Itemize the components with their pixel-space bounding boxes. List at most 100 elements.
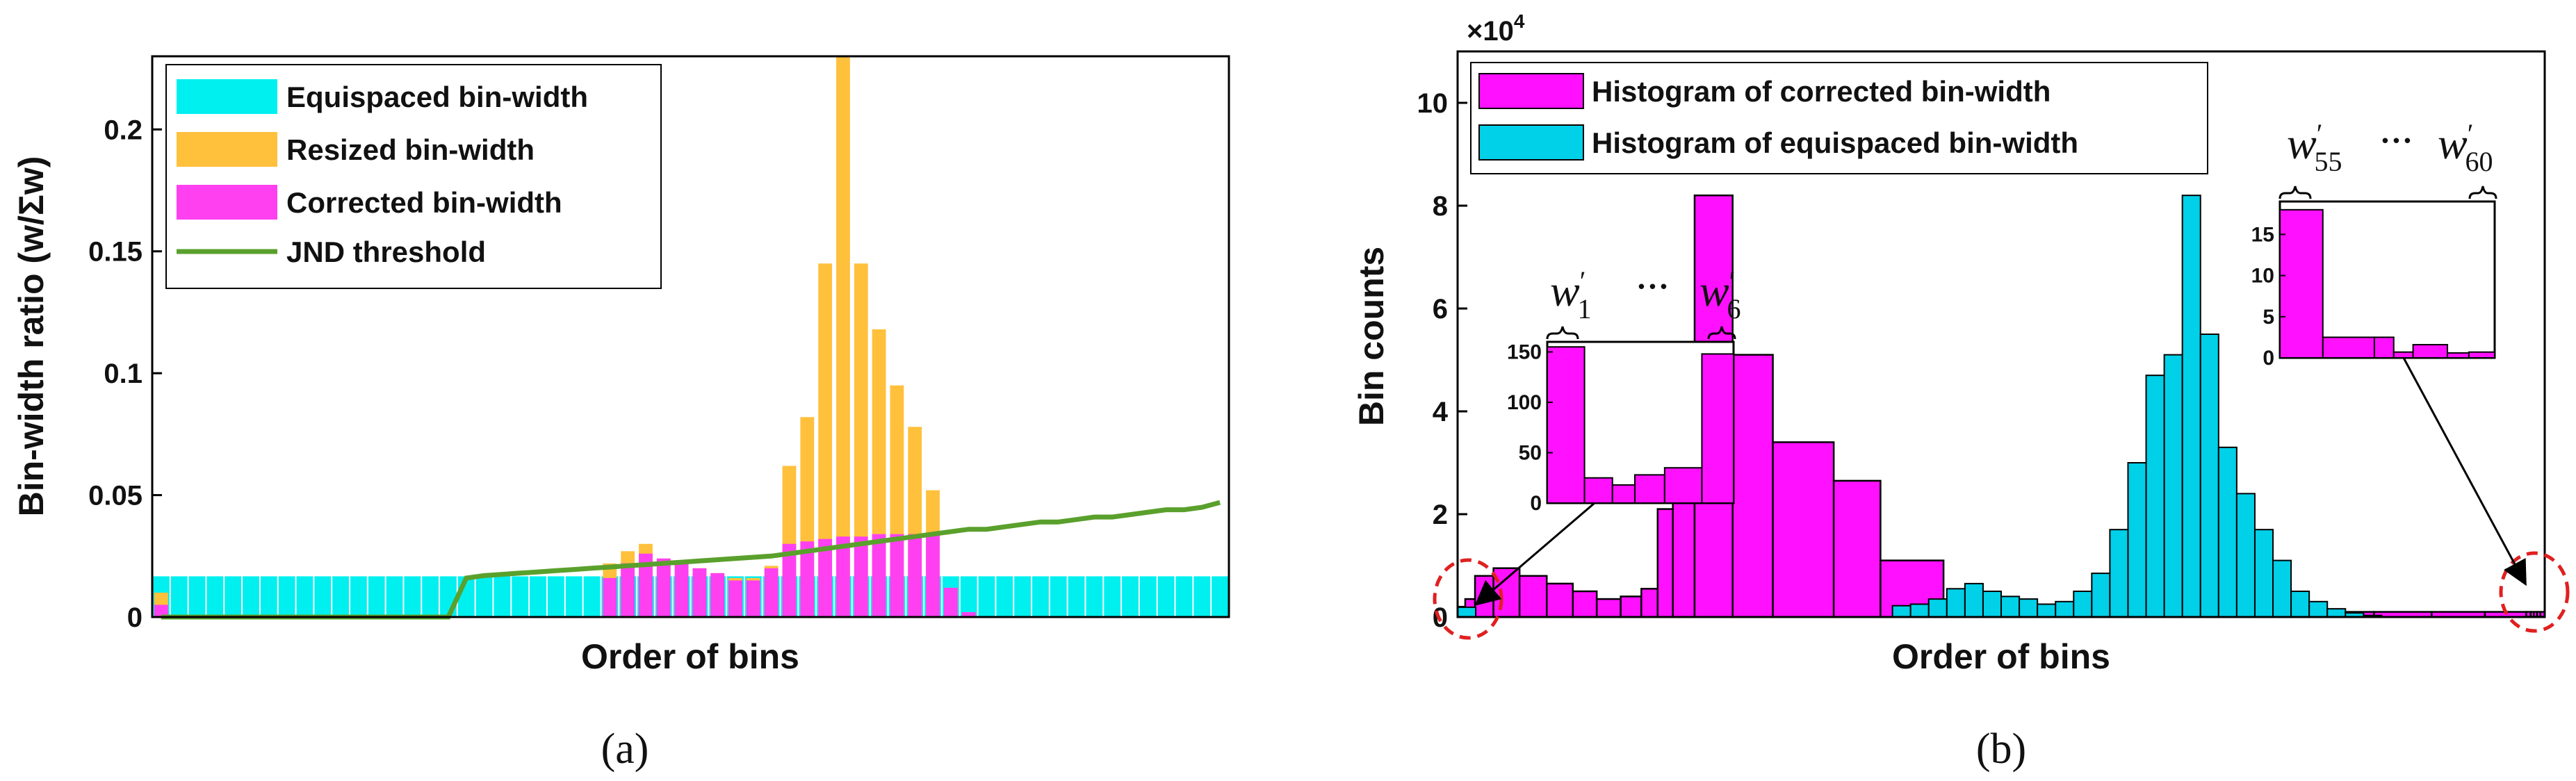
- inset-bar: [2468, 351, 2495, 359]
- inset-last-sub-right: 60: [2465, 146, 2493, 177]
- equispaced-bar: [1212, 576, 1228, 617]
- inset-bar: [1547, 346, 1585, 504]
- panel-a-y-ticks: 0 0.05 0.1 0.15 0.2: [88, 115, 162, 633]
- corrected-hist-bar: [1640, 588, 1659, 618]
- corrected-bar: [800, 541, 815, 617]
- equispaced-bar: [440, 576, 457, 617]
- equispaced-bar: [350, 576, 367, 617]
- legend-label-corrected-hist: Histogram of corrected bin-width: [1592, 75, 2051, 108]
- legend-label-resized: Resized bin-width: [286, 133, 535, 166]
- resized-bar: [818, 263, 833, 617]
- panel-b-legend-box: [1470, 62, 2208, 174]
- equispaced-bar: [1050, 576, 1067, 617]
- corrected-hist-bar: [1545, 582, 1574, 618]
- equispaced-hist-bar: [2000, 595, 2021, 618]
- equispaced-hist-bar: [2091, 573, 2111, 618]
- equispaced-bar: [530, 576, 546, 617]
- panel-b-y-tick-label: 2: [1433, 500, 1448, 530]
- inset-tick-label: 100: [1507, 391, 1542, 414]
- equispaced-hist-bar: [2109, 529, 2129, 618]
- inset-first-prime-left: ′: [1580, 265, 1586, 297]
- corrected-bar: [926, 534, 940, 617]
- equispaced-bar: [996, 576, 1013, 617]
- corrected-hist-bar: [1518, 575, 1548, 618]
- legend-swatch-equispaced: [177, 79, 277, 114]
- inset-bar: [1633, 474, 1665, 504]
- legend-label-equispaced-hist: Histogram of equispaced bin-width: [1592, 126, 2078, 159]
- panel-b-legend: Histogram of corrected bin-width Histogr…: [1470, 62, 2208, 174]
- equispaced-hist-bar: [2253, 529, 2274, 618]
- panel-a-y-tick-label: 0: [127, 602, 142, 633]
- resized-bar: [836, 56, 850, 617]
- resized-bar: [854, 263, 868, 617]
- equispaced-bar: [1086, 576, 1103, 617]
- equispaced-hist-bar: [2073, 591, 2093, 618]
- corrected-bar: [746, 580, 760, 617]
- legend-label-jnd: JND threshold: [286, 236, 486, 268]
- panel-a-x-axis-label: Order of bins: [581, 637, 799, 676]
- corrected-bar: [818, 539, 833, 617]
- panel-a-y-tick-label: 0.05: [88, 481, 142, 511]
- inset-bar: [1701, 353, 1734, 504]
- corrected-bar: [908, 534, 922, 617]
- equispaced-hist-bar: [1891, 605, 1911, 618]
- equispaced-bar: [404, 576, 421, 617]
- inset-first-prime-right: ′: [1729, 265, 1736, 297]
- inset-last-prime-right: ′: [2468, 118, 2474, 149]
- panel-b-y-axis-label: Bin counts: [1352, 247, 1391, 426]
- equispaced-hist-bar: [2181, 195, 2201, 618]
- corrected-bar: [621, 563, 635, 617]
- equispaced-hist-bar: [2272, 559, 2292, 618]
- inset-last-ticks: 0 5 10 15: [2251, 223, 2285, 370]
- inset-bar: [2392, 351, 2414, 359]
- inset-first-bars: [1547, 346, 1734, 504]
- equispaced-hist-bar: [2199, 334, 2219, 618]
- inset-first-w-right: w: [1699, 266, 1729, 315]
- inset-bar: [2447, 352, 2470, 359]
- equispaced-bar: [565, 576, 582, 617]
- inset-bar: [2322, 336, 2375, 359]
- equispaced-bar: [1068, 576, 1085, 617]
- inset-last-w-label: w′ 55: [2287, 118, 2342, 177]
- inset-last-ellipsis: ...: [2381, 103, 2414, 152]
- inset-first-brace-left: [1546, 326, 1579, 340]
- inset-last-brace-left: [2279, 186, 2312, 199]
- equispaced-bar: [512, 576, 529, 617]
- corrected-bar: [872, 534, 886, 617]
- panel-a: 0 0.05 0.1 0.15 0.2 Equispaced bin-width Res…: [12, 55, 1230, 773]
- panel-b-plot-frame: [1456, 50, 2546, 618]
- equispaced-bar: [1193, 576, 1211, 617]
- panel-b-y-tick-label: 8: [1433, 191, 1448, 222]
- callout-circle-last: [2499, 551, 2570, 633]
- inset-first-w-right-label: w′ 6: [1699, 265, 1741, 324]
- equispaced-hist-bar: [2019, 598, 2039, 618]
- inset-tick-label: 15: [2251, 223, 2274, 246]
- equispaced-hist-bar: [2326, 608, 2347, 618]
- equispaced-bar: [547, 576, 564, 617]
- inset-first-w-label: w′ 1: [1550, 265, 1591, 324]
- corrected-bar: [943, 587, 958, 617]
- panel-a-caption: (a): [601, 725, 649, 773]
- inset-bar: [1611, 484, 1636, 504]
- equispaced-hist-bar: [1982, 591, 2003, 618]
- corrected-bar: [782, 543, 797, 617]
- corrected-hist-bar: [1731, 354, 1774, 618]
- inset-first-sub-left: 1: [1577, 293, 1591, 324]
- equispaced-hist-bar: [1909, 603, 1930, 618]
- jnd-threshold-line: [161, 500, 1221, 620]
- corrected-bar: [836, 536, 850, 617]
- corrected-hist-bar: [1572, 590, 1598, 618]
- panel-b-y-tick-label: 10: [1417, 88, 1449, 119]
- y-exponent-power: 4: [1514, 10, 1525, 32]
- corrected-bar: [154, 605, 168, 617]
- equispaced-hist-bar: [2037, 603, 2057, 618]
- corrected-bar: [961, 611, 976, 617]
- equispaced-bar: [296, 576, 313, 617]
- y-exponent-label: ×104: [1467, 10, 1525, 47]
- equispaced-bar: [243, 576, 259, 617]
- inset-bar: [1663, 467, 1703, 504]
- inset-last-brace-right: [2468, 186, 2497, 199]
- panel-a-bars: [153, 56, 1228, 617]
